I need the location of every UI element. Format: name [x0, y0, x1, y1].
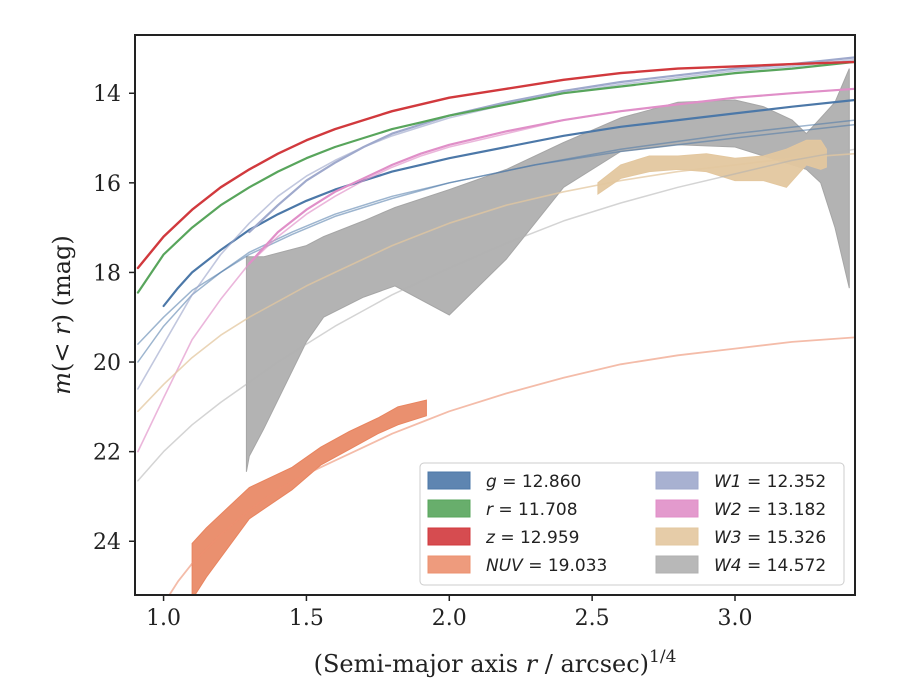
x-tick-label: 2.5 — [575, 606, 610, 631]
legend-label-w1: W1 = 12.352 — [714, 472, 826, 492]
y-tick-label: 14 — [93, 82, 121, 107]
x-tick-label: 3.0 — [718, 606, 753, 631]
legend-swatch-z — [427, 527, 471, 546]
x-tick-label: 1.5 — [289, 606, 324, 631]
plot-frame — [134, 34, 856, 596]
series-line-w2 — [248, 87, 855, 265]
legend-swatch-g — [427, 471, 471, 490]
band-w4 — [245, 68, 850, 472]
legend-swatch-r — [427, 499, 471, 518]
series-line-r — [136, 60, 855, 294]
legend-label-r: r = 11.708 — [486, 500, 578, 520]
y-ticks: 14 16 18 20 22 24 — [93, 82, 135, 555]
y-axis-label: m(< r) (mag) — [48, 235, 76, 395]
legend-swatch-w2 — [655, 499, 699, 518]
legend-label-z: z = 12.959 — [485, 528, 579, 548]
series-line-g — [137, 123, 855, 345]
legend-swatch-nuv — [427, 555, 471, 574]
series-line-g — [162, 98, 855, 308]
series-line-z — [136, 60, 855, 270]
y-tick-label: 20 — [93, 351, 121, 376]
series-line-w4 — [137, 148, 855, 482]
x-tick-label: 2.0 — [432, 606, 467, 631]
band-nuv — [191, 399, 427, 595]
y-tick-label: 18 — [93, 261, 121, 286]
legend-label-w4: W4 = 14.572 — [714, 556, 826, 576]
y-tick-label: 22 — [93, 441, 121, 466]
plot-lines — [136, 56, 855, 595]
legend-label-w3: W3 = 15.326 — [714, 528, 826, 548]
legend-label-g: g = 12.860 — [486, 472, 581, 492]
series-line-w1 — [137, 58, 855, 390]
series-line-nuv — [168, 336, 855, 595]
legend-swatch-w1 — [655, 471, 699, 490]
series-line-w3 — [137, 152, 855, 413]
legend-box — [419, 462, 845, 586]
x-ticks: 1.0 1.5 2.0 2.5 3.0 — [146, 595, 753, 631]
legend-swatch-w3 — [655, 527, 699, 546]
legend-swatch-w4 — [655, 555, 699, 574]
x-axis-label: (Semi-major axis r / arcsec)1/4 — [314, 647, 677, 678]
legend-label-nuv: NUV = 19.033 — [486, 556, 607, 576]
legend: g = 12.860 W1 = 12.352 r = 11.708 W2 = 13.1… — [419, 462, 845, 586]
y-tick-label: 24 — [93, 530, 121, 555]
legend-label-w2: W2 = 13.182 — [714, 500, 826, 520]
x-tick-label: 1.0 — [146, 606, 181, 631]
y-tick-label: 16 — [93, 172, 121, 197]
